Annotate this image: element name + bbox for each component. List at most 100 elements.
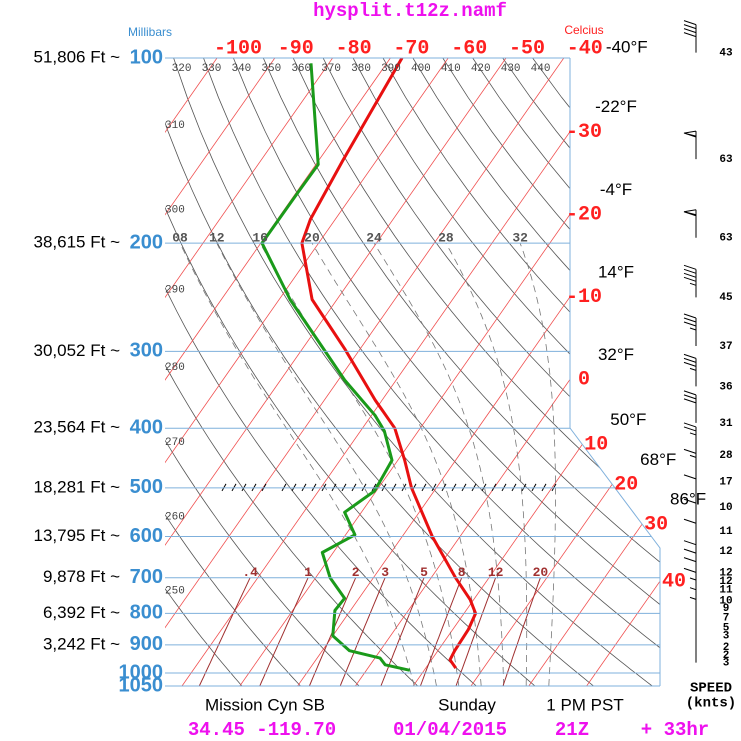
speed-unit: (knts) xyxy=(686,696,736,712)
date: 01/04/2015 xyxy=(393,719,507,741)
mixing-ratio xyxy=(308,577,357,686)
wind-speed: 45 xyxy=(719,292,733,304)
wind-speed: 12 xyxy=(719,568,732,580)
run-time: 21Z xyxy=(555,719,589,741)
moist-adiabat xyxy=(216,242,437,686)
wind-barb xyxy=(683,448,697,482)
x-tick-label: -30 xyxy=(566,121,602,144)
isotherm xyxy=(470,58,660,686)
isotherm xyxy=(165,58,565,686)
dry-adiabat xyxy=(382,58,660,686)
altitude-label: 9,878 Ft ~ xyxy=(43,567,120,586)
dry-adiabat xyxy=(165,58,594,686)
y-axis-label: Millibars xyxy=(128,25,172,39)
x-tick-label: -20 xyxy=(566,204,602,227)
dry-adiabat xyxy=(262,58,660,686)
isotherm xyxy=(165,58,333,686)
x-tick-label: -100 xyxy=(214,37,262,60)
moist-adiabat-label: 28 xyxy=(438,231,454,246)
altitude-label: 38,615 Ft ~ xyxy=(34,233,121,252)
dry-adiabat xyxy=(165,58,536,686)
y-tick-label: 500 xyxy=(130,476,163,498)
moist-adiabat-label: 16 xyxy=(252,231,268,246)
isentrope-label: 280 xyxy=(165,362,185,374)
altitude-label: 13,795 Ft ~ xyxy=(34,526,121,545)
altitude-label: 3,242 Ft ~ xyxy=(43,634,120,653)
fahrenheit-label: -4°F xyxy=(600,180,632,199)
x-tick-label: 30 xyxy=(644,513,668,536)
fahrenheit-label: 86°F xyxy=(670,490,706,509)
isentrope-label: 430 xyxy=(501,63,521,75)
moist-adiabat-label: 32 xyxy=(512,231,528,246)
wind-speed: 43 xyxy=(719,48,733,60)
dry-adiabat xyxy=(292,58,660,686)
dry-adiabat xyxy=(203,58,660,686)
x-tick-label: -70 xyxy=(393,37,429,60)
isentrope-label: 400 xyxy=(411,63,431,75)
isentrope-label: 320 xyxy=(172,63,192,75)
isentrope-label: 380 xyxy=(351,63,371,75)
wind-barb xyxy=(683,353,697,387)
forecast-hour: + 33hr xyxy=(641,719,709,741)
wind-speed: 2 xyxy=(723,642,730,654)
isotherm xyxy=(528,58,660,686)
x-tick-label: -80 xyxy=(336,37,372,60)
wind-barb xyxy=(683,313,697,347)
isotherm xyxy=(297,58,660,686)
wind-speed: 36 xyxy=(719,381,732,393)
wind-barb xyxy=(683,130,697,160)
wind-speed: 28 xyxy=(719,450,733,462)
isentrope-label: 270 xyxy=(165,437,185,449)
wind-speed: 12 xyxy=(719,576,732,588)
wind-speed: 3 xyxy=(723,658,730,670)
altitude-label: 30,052 Ft ~ xyxy=(34,341,121,360)
fahrenheit-label: 32°F xyxy=(598,345,634,364)
wind-speed: 11 xyxy=(719,526,733,538)
wind-speed: 11 xyxy=(719,585,733,597)
y-tick-label: 700 xyxy=(130,566,163,588)
wind-speed: 63 xyxy=(719,233,733,245)
dry-adiabat xyxy=(532,58,660,686)
coordinates: 34.45 -119.70 xyxy=(188,719,336,741)
wind-barb xyxy=(689,596,697,628)
y-tick-label: 200 xyxy=(130,231,163,253)
dry-adiabat xyxy=(472,58,660,686)
wind-speed: 10 xyxy=(719,595,732,607)
wind-barb xyxy=(683,540,697,573)
altitude-label: 23,564 Ft ~ xyxy=(34,418,121,437)
y-tick-label: 800 xyxy=(130,602,163,624)
wind-speed: 37 xyxy=(719,341,732,353)
isotherm xyxy=(165,58,449,686)
mixing-ratio xyxy=(380,577,425,686)
isotherm xyxy=(165,58,507,686)
mixing-ratio-label: 2 xyxy=(352,565,360,580)
mixing-ratio-label: 12 xyxy=(488,565,504,580)
mixing-ratio xyxy=(419,577,463,686)
fahrenheit-label: 14°F xyxy=(598,262,634,281)
y-tick-label: 300 xyxy=(130,340,163,362)
isotherm xyxy=(239,58,660,686)
isentrope-label: 420 xyxy=(471,63,491,75)
mixing-ratio-label: 3 xyxy=(381,565,389,580)
x-tick-label: 0 xyxy=(578,369,590,392)
altitude-label: 18,281 Ft ~ xyxy=(34,477,121,496)
wind-speed: 7 xyxy=(723,613,730,625)
y-tick-label: 100 xyxy=(130,46,163,68)
wind-barb xyxy=(689,577,697,608)
dry-adiabat xyxy=(322,58,660,686)
location: Mission Cyn SB xyxy=(205,695,325,714)
moist-adiabat xyxy=(311,242,482,686)
mixing-ratio-label: 1 xyxy=(304,565,312,580)
fahrenheit-label: 50°F xyxy=(610,410,646,429)
x-tick-label: -10 xyxy=(566,286,602,309)
isentrope-label: 310 xyxy=(165,120,185,132)
wind-barb xyxy=(683,518,697,552)
isentrope-label: 350 xyxy=(261,63,281,75)
dry-adiabat xyxy=(352,58,660,686)
x-tick-label: -90 xyxy=(278,37,314,60)
fahrenheit-label: -22°F xyxy=(595,97,637,116)
moist-adiabat-label: 24 xyxy=(366,231,382,246)
wind-speed: 2 xyxy=(723,650,730,662)
y-tick-label: 400 xyxy=(130,417,163,439)
